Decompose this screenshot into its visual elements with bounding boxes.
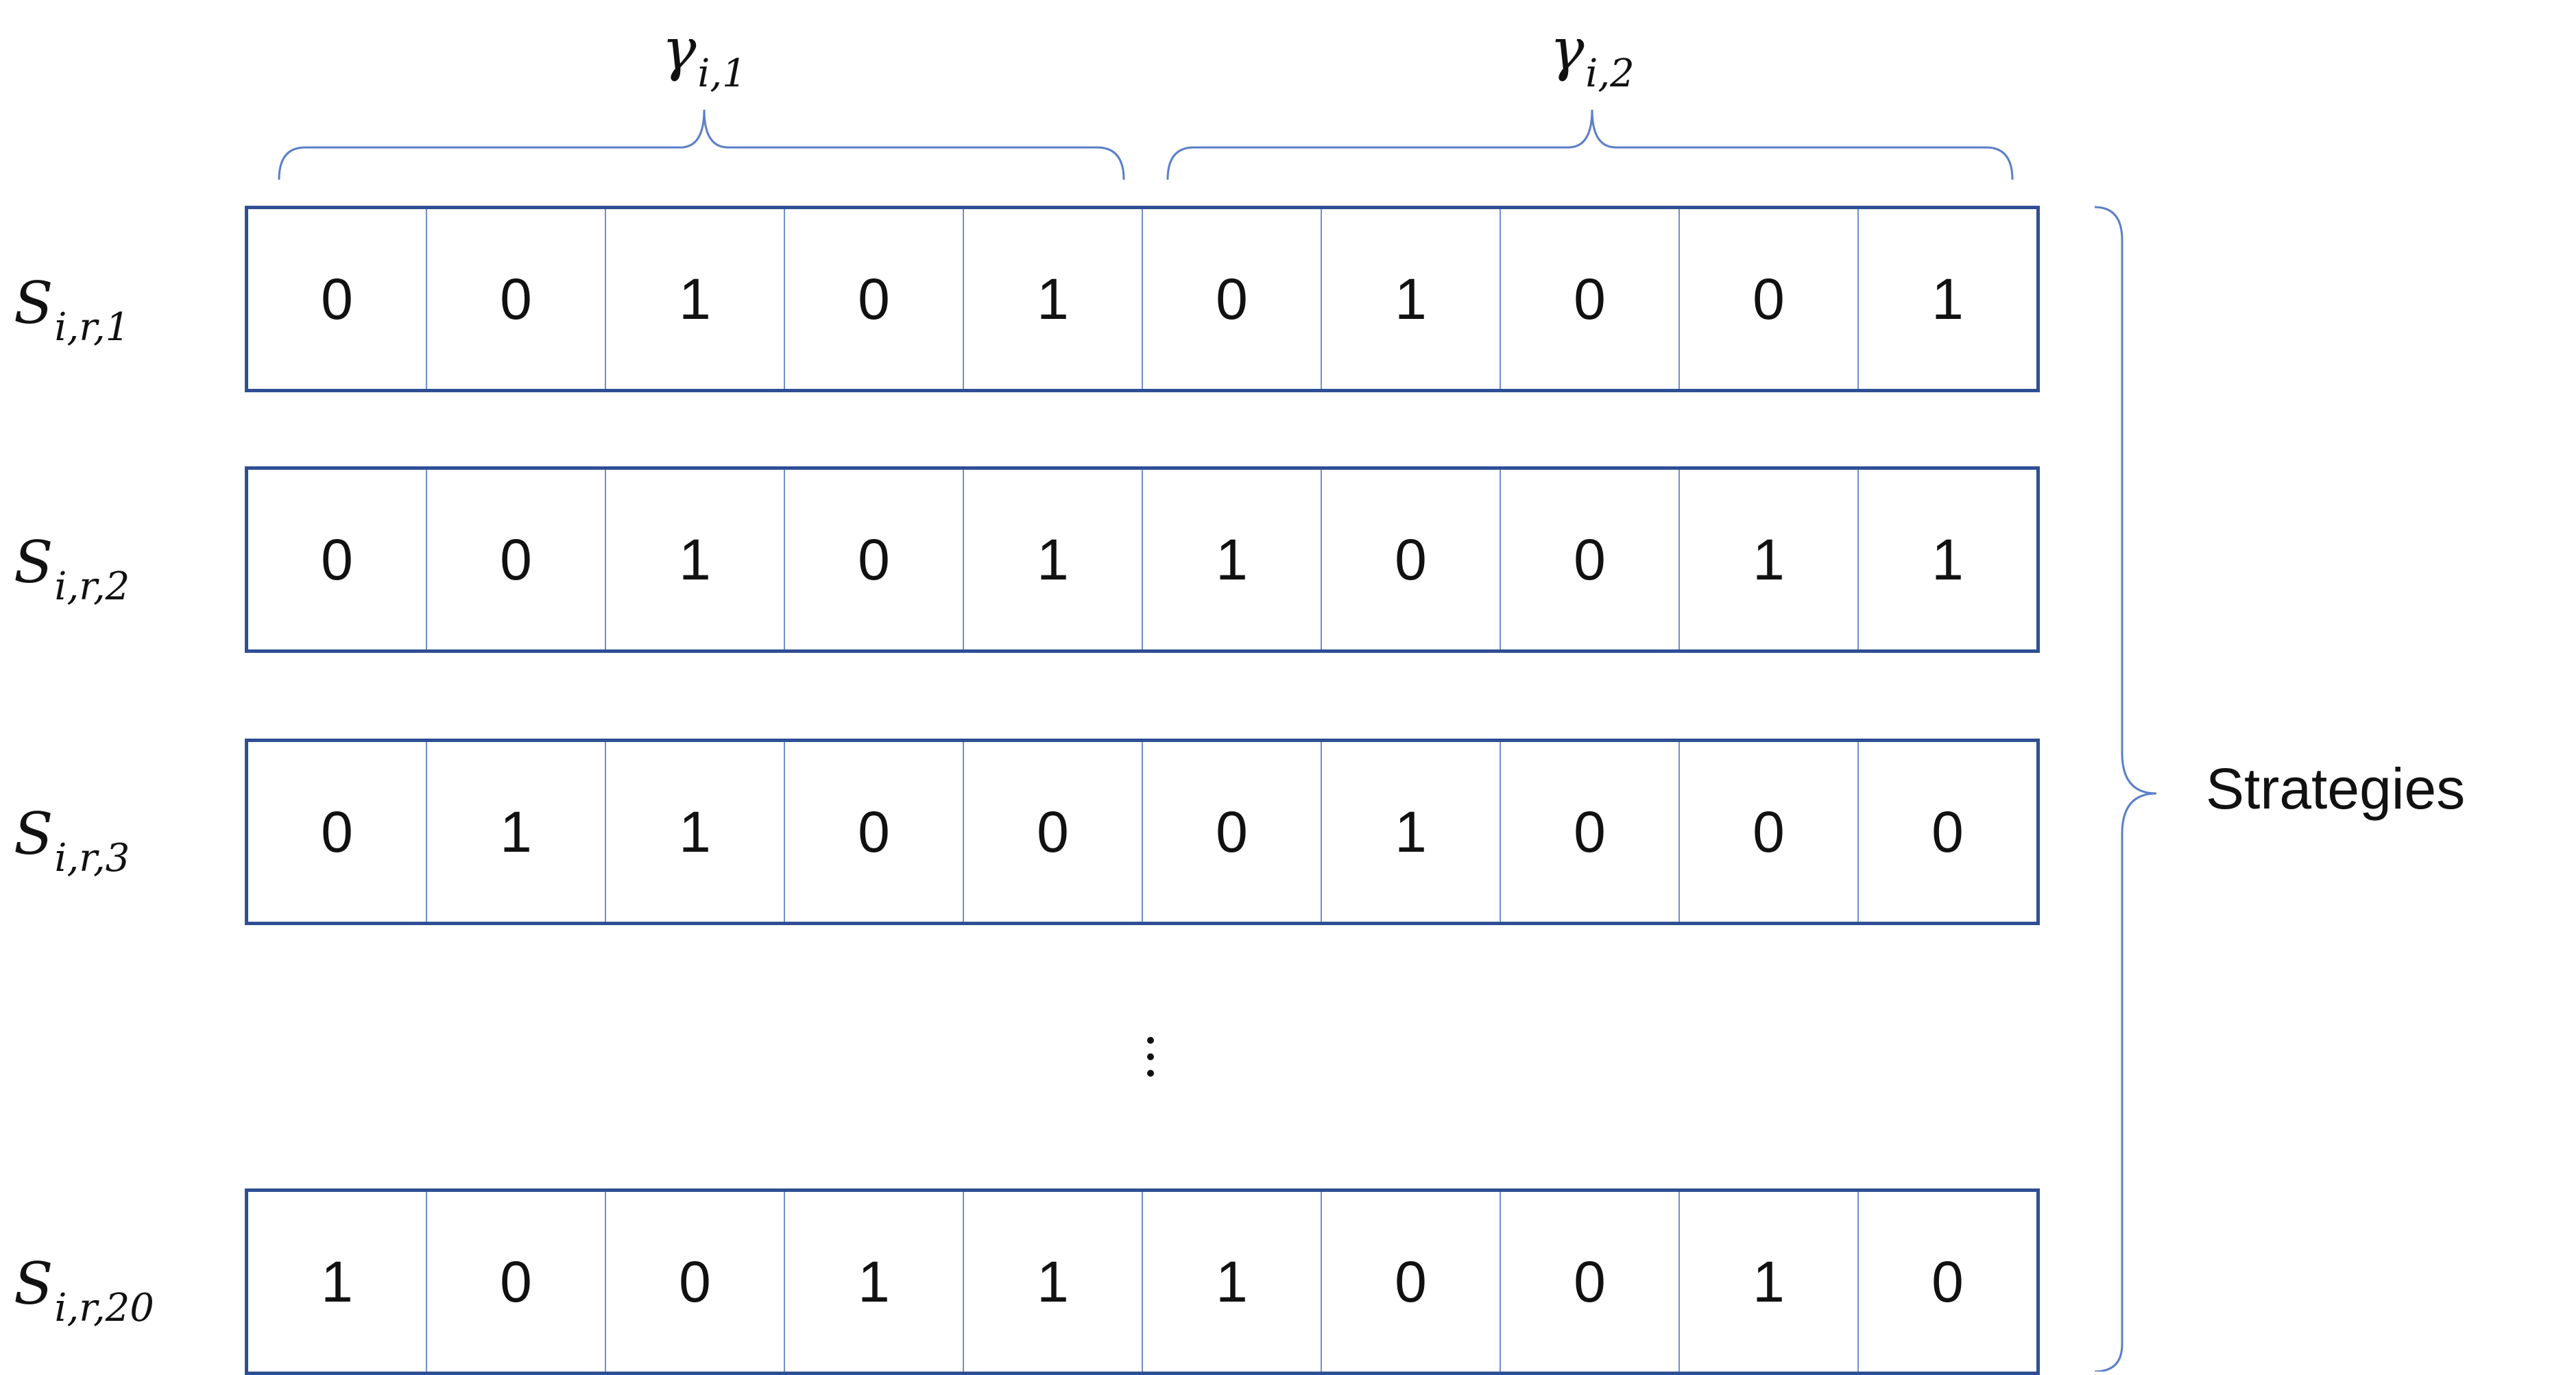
bit-cell: 1 bbox=[248, 1192, 427, 1372]
strategy-strip-2: 0 0 1 0 1 1 0 0 1 1 bbox=[245, 466, 2040, 653]
bit-cell: 0 bbox=[785, 742, 964, 922]
group-label-2: γi,2 bbox=[1550, 21, 1635, 93]
group-label-1-subscript: i,1 bbox=[697, 51, 747, 97]
bit-cell: 1 bbox=[606, 742, 785, 922]
bit-cell: 1 bbox=[1931, 266, 1964, 331]
row-label-2-symbol: S bbox=[14, 529, 53, 596]
ellipsis-dot bbox=[1147, 1070, 1154, 1077]
bit-cell: 1 bbox=[964, 470, 1143, 649]
ellipsis-dot bbox=[1147, 1037, 1154, 1044]
bit-cell: 0 bbox=[427, 209, 606, 389]
bit-cell: 0 bbox=[248, 742, 427, 922]
bit-cell: 0 bbox=[1501, 1192, 1680, 1372]
row-label-1-symbol: S bbox=[14, 270, 53, 337]
row-label-1: Si,r,1 bbox=[14, 274, 130, 347]
bit-cell: 0 bbox=[785, 470, 964, 649]
group-label-2-symbol: γ bbox=[1550, 16, 1585, 83]
bit-cell: 1 bbox=[964, 209, 1143, 389]
row-label-20-symbol: S bbox=[14, 1250, 53, 1317]
row-label-20-subscript: i,r,20 bbox=[54, 1286, 154, 1331]
group-label-1-symbol: γ bbox=[662, 16, 697, 83]
bit-cell: 0 bbox=[1680, 742, 1859, 922]
bit-cell: 0 bbox=[1143, 209, 1322, 389]
row-label-20: Si,r,20 bbox=[14, 1255, 154, 1328]
bit-cell: 0 bbox=[785, 209, 964, 389]
bit-cell: 0 bbox=[248, 470, 427, 649]
bit-cell: 0 bbox=[1322, 1192, 1501, 1372]
bit-cell: 0 bbox=[606, 1192, 785, 1372]
ellipsis-vertical bbox=[1144, 1037, 1157, 1077]
strategy-strip-20: 1 0 0 1 1 1 0 0 1 0 bbox=[245, 1188, 2040, 1375]
bit-cell: 1 bbox=[1143, 1192, 1322, 1372]
group-label-1: γi,1 bbox=[662, 21, 747, 93]
bit-cell: 0 bbox=[1680, 209, 1859, 389]
bit-cell: 1 bbox=[1931, 527, 1964, 592]
row-label-2-subscript: i,r,2 bbox=[54, 564, 130, 610]
strategy-strip-3: 0 1 1 0 0 0 1 0 0 0 bbox=[245, 739, 2040, 925]
row-label-3-subscript: i,r,3 bbox=[54, 836, 130, 881]
top-brace-group-2 bbox=[1166, 109, 2014, 180]
top-brace-group-1 bbox=[278, 109, 1125, 180]
bit-cell: 0 bbox=[964, 742, 1143, 922]
strategy-strip-1: 0 0 1 0 1 0 1 0 0 1 bbox=[245, 206, 2040, 392]
row-label-2: Si,r,2 bbox=[14, 534, 130, 606]
bit-cell: 0 bbox=[1501, 742, 1680, 922]
bit-cell: 1 bbox=[427, 742, 606, 922]
row-label-1-subscript: i,r,1 bbox=[54, 305, 130, 350]
bit-cell: 0 bbox=[248, 209, 427, 389]
bit-cell: 0 bbox=[1501, 209, 1680, 389]
bit-cell: 1 bbox=[785, 1192, 964, 1372]
ellipsis-dot bbox=[1147, 1053, 1154, 1060]
bit-cell: 0 bbox=[427, 1192, 606, 1372]
bit-cell: 1 bbox=[606, 470, 785, 649]
group-label-2-subscript: i,2 bbox=[1585, 51, 1635, 97]
bit-cell: 1 bbox=[964, 1192, 1143, 1372]
bit-cell: 1 bbox=[1143, 470, 1322, 649]
bit-cell: 1 bbox=[1680, 470, 1859, 649]
bit-cell: 0 bbox=[1931, 1249, 1964, 1314]
bit-cell: 0 bbox=[1322, 470, 1501, 649]
row-label-3-symbol: S bbox=[14, 800, 53, 868]
bit-cell: 1 bbox=[606, 209, 785, 389]
bit-cell: 0 bbox=[427, 470, 606, 649]
row-label-3: Si,r,3 bbox=[14, 805, 130, 878]
right-brace-strategies bbox=[2094, 206, 2157, 1372]
bit-cell: 0 bbox=[1501, 470, 1680, 649]
strategies-label: Strategies bbox=[2206, 756, 2466, 821]
bit-cell: 1 bbox=[1680, 1192, 1859, 1372]
bit-cell: 0 bbox=[1931, 799, 1964, 864]
bit-cell: 1 bbox=[1322, 209, 1501, 389]
bit-cell: 0 bbox=[1143, 742, 1322, 922]
bit-cell: 1 bbox=[1322, 742, 1501, 922]
